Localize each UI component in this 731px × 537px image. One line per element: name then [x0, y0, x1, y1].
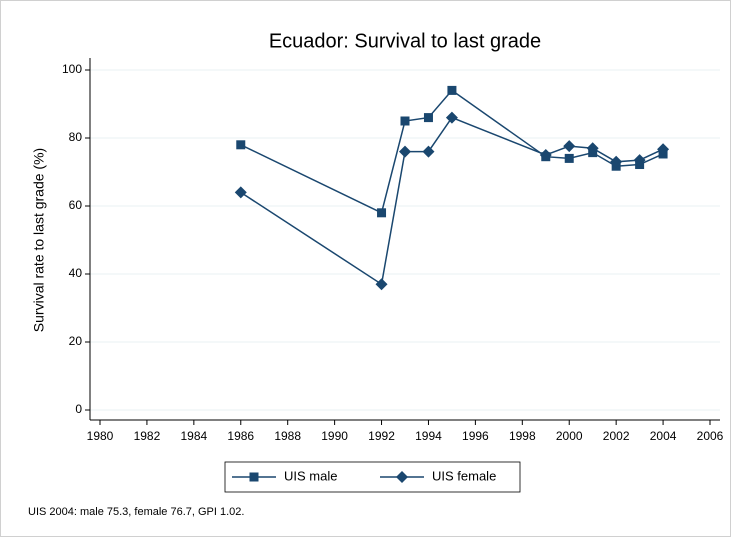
square-marker	[236, 140, 246, 150]
y-tick-label: 80	[69, 130, 83, 144]
diamond-marker	[563, 140, 576, 153]
y-tick-label: 40	[69, 266, 83, 280]
x-tick-label: 2006	[697, 429, 724, 443]
legend-label: UIS male	[284, 468, 337, 483]
diamond-marker	[399, 145, 411, 158]
diamond-marker	[657, 143, 670, 156]
x-tick-label: 1984	[180, 429, 207, 443]
diamond-marker	[396, 471, 408, 483]
x-tick-label: 1996	[462, 429, 489, 443]
square-marker	[564, 153, 574, 163]
x-tick-label: 2002	[603, 429, 630, 443]
y-tick-label: 60	[69, 198, 83, 212]
square-marker	[249, 472, 259, 482]
diamond-marker	[586, 142, 599, 155]
y-tick-label: 100	[62, 62, 82, 76]
diamond-marker	[445, 111, 458, 124]
note: UIS 2004: male 75.3, female 76.7, GPI 1.…	[28, 506, 244, 518]
x-tick-label: 1980	[87, 429, 114, 443]
y-tick-label: 0	[75, 402, 82, 416]
square-marker	[400, 116, 410, 126]
legend-label: UIS female	[432, 468, 496, 483]
diamond-marker	[610, 155, 623, 168]
x-tick-label: 1982	[134, 429, 161, 443]
chart-title: Ecuador: Survival to last grade	[269, 30, 541, 52]
x-tick-label: 2000	[556, 429, 583, 443]
y-tick-label: 20	[69, 334, 83, 348]
x-tick-label: 2004	[650, 429, 677, 443]
x-tick-label: 1998	[509, 429, 536, 443]
x-tick-label: 1994	[415, 429, 442, 443]
diamond-marker	[375, 278, 388, 291]
diamond-marker	[633, 154, 646, 167]
x-tick-label: 1988	[274, 429, 301, 443]
diamond-marker	[234, 186, 247, 199]
square-marker	[423, 113, 433, 123]
y-axis-label: Survival rate to last grade (%)	[31, 148, 47, 332]
x-tick-label: 1990	[321, 429, 348, 443]
square-marker	[447, 85, 457, 95]
diamond-marker	[422, 145, 435, 158]
x-tick-label: 1986	[227, 429, 254, 443]
square-marker	[377, 208, 387, 218]
diamond-marker	[539, 149, 552, 161]
x-tick-label: 1992	[368, 429, 395, 443]
